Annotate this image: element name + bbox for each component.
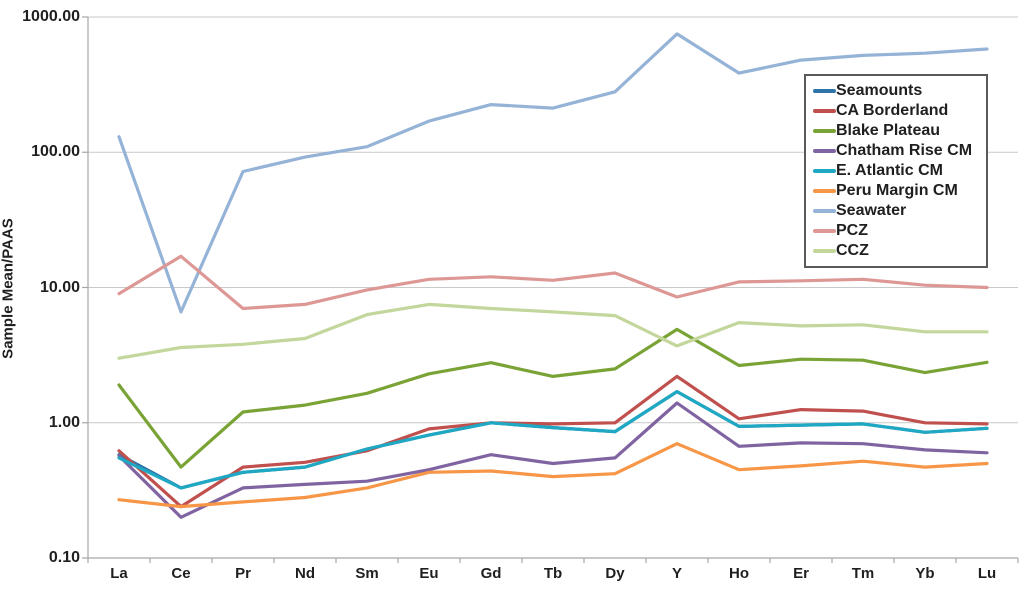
legend-item-peru-margin-cm: Peru Margin CM <box>813 181 982 201</box>
legend-label: Peru Margin CM <box>836 182 958 199</box>
series-line-chatham-rise-cm <box>117 401 989 519</box>
legend-item-ccz: CCZ <box>813 241 982 261</box>
series-line-ca-borderland <box>117 374 989 509</box>
x-tick-label-lu: Lu <box>977 565 997 582</box>
x-tick-label-sm: Sm <box>355 565 379 582</box>
y-tick-label: 1.00 <box>48 413 80 431</box>
x-tick-label-eu: Eu <box>419 565 439 582</box>
legend-swatch-icon <box>813 169 836 173</box>
x-tick-label-nd: Nd <box>295 565 315 582</box>
legend-swatch-icon <box>813 109 836 113</box>
legend-swatch-icon <box>813 189 836 193</box>
x-tick-label-ho: Ho <box>729 565 749 582</box>
legend-item-seamounts: Seamounts <box>813 81 982 101</box>
legend-swatch-icon <box>813 229 836 233</box>
y-tick-label: 0.10 <box>48 549 80 566</box>
x-tick-label-gd: Gd <box>480 565 502 582</box>
legend-label: Seawater <box>836 202 907 219</box>
legend-box: Seamounts CA Borderland Blake Plateau Chath… <box>804 74 988 268</box>
y-tick-label: 100.00 <box>31 143 80 161</box>
legend-item-chatham-rise-cm: Chatham Rise CM <box>813 141 982 161</box>
legend-swatch-icon <box>813 129 836 133</box>
legend-item-seawater: Seawater <box>813 201 982 221</box>
y-tick-label: 1000.00 <box>22 8 80 25</box>
x-tick-label-y: Y <box>671 565 683 582</box>
legend-item-blake-plateau: Blake Plateau <box>813 121 982 141</box>
legend-swatch-icon <box>813 249 836 253</box>
x-tick-label-ce: Ce <box>171 565 191 582</box>
legend-label: CA Borderland <box>836 102 949 119</box>
x-tick-label-dy: Dy <box>605 565 625 582</box>
series-line-blake-plateau <box>117 327 989 469</box>
x-tick-label-la: La <box>110 565 128 582</box>
legend-label: Blake Plateau <box>836 122 941 139</box>
series-line-e-atlantic-cm <box>117 390 989 490</box>
legend-label: PCZ <box>836 222 868 239</box>
series-line-seawater <box>117 32 989 314</box>
legend-swatch-icon <box>813 89 836 93</box>
legend-item-pcz: PCZ <box>813 221 982 241</box>
series-line-seamounts <box>117 390 989 490</box>
x-tick-label-tb: Tb <box>543 565 563 582</box>
legend-swatch-icon <box>813 149 836 153</box>
legend-label: Seamounts <box>836 82 923 99</box>
legend-item-e-atlantic-cm: E. Atlantic CM <box>813 161 982 181</box>
series-line-pcz <box>117 254 989 311</box>
series-line-ccz <box>117 302 989 360</box>
x-tick-label-pr: Pr <box>235 565 251 582</box>
legend-swatch-icon <box>813 209 836 213</box>
legend-label: Chatham Rise CM <box>836 142 973 159</box>
x-tick-label-yb: Yb <box>915 565 935 582</box>
x-tick-label-er: Er <box>793 565 809 582</box>
y-tick-label: 10.00 <box>39 278 80 296</box>
series-line-peru-margin-cm <box>117 442 989 509</box>
legend-label: E. Atlantic CM <box>836 162 943 179</box>
legend-item-ca-borderland: CA Borderland <box>813 101 982 121</box>
legend-label: CCZ <box>836 242 869 259</box>
x-tick-label-tm: Tm <box>851 565 875 582</box>
